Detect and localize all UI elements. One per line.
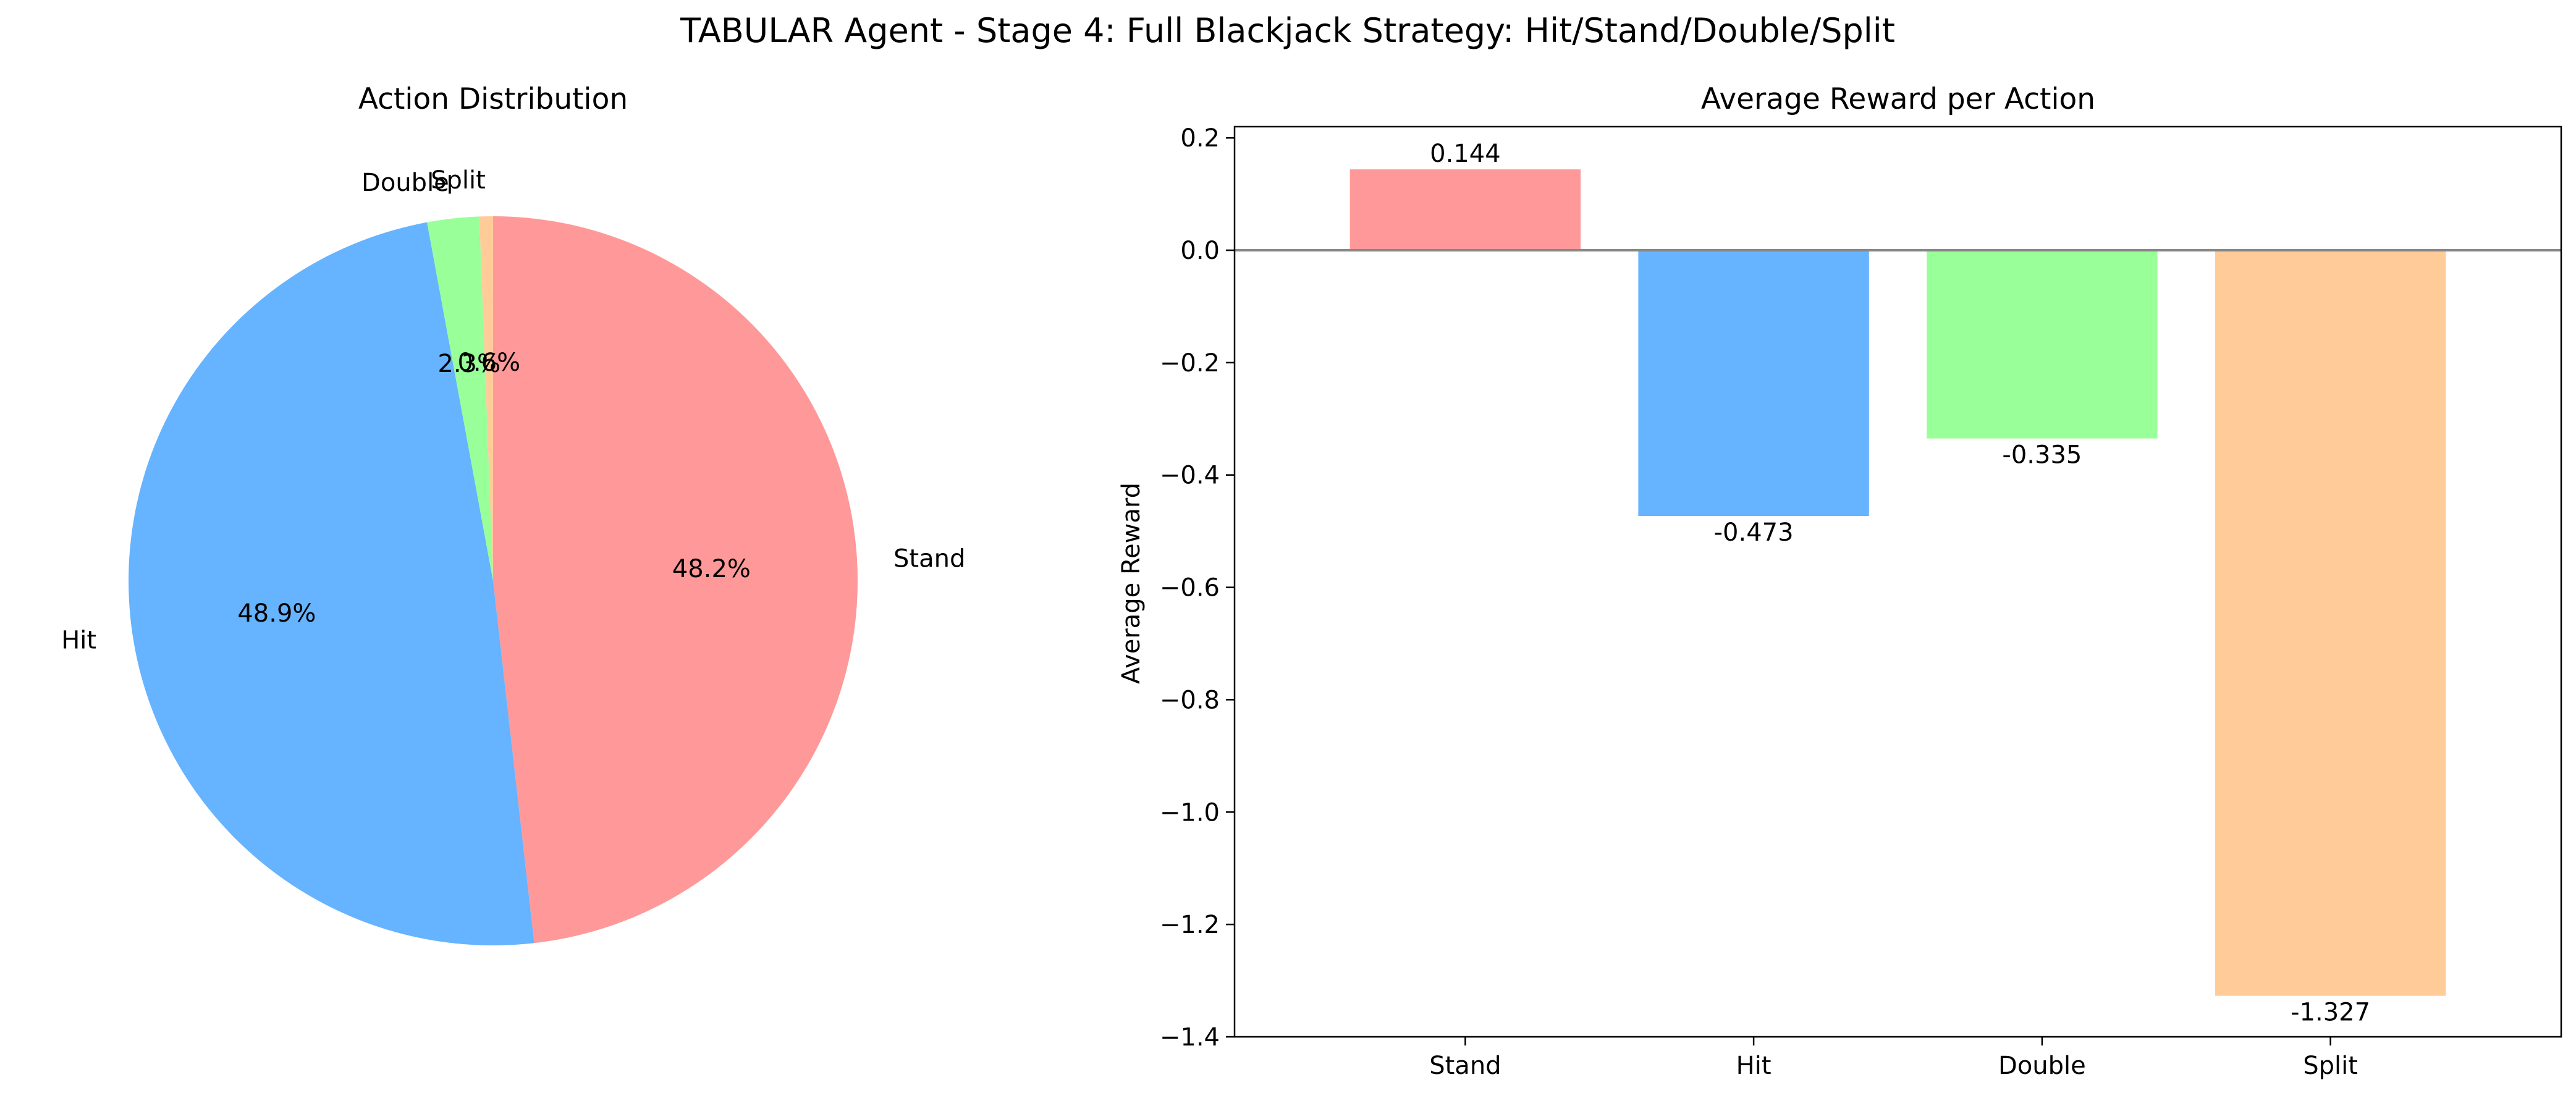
- y-tick-label: −0.8: [1160, 686, 1220, 714]
- bar-hit: [1638, 250, 1869, 517]
- y-tick-label: −1.4: [1160, 1023, 1220, 1052]
- bar-chart-title: Average Reward per Action: [1701, 82, 2095, 116]
- x-tick-label-hit: Hit: [1736, 1052, 1772, 1080]
- bar-axes: 0.2 0.0 −0.2 −0.4 −0.6 −0.8 −1.0 −1.2 −1.4 Stand H…: [1160, 124, 2562, 1080]
- bar-value-label-split: -1.327: [2291, 999, 2370, 1027]
- pie-label-stand: Stand: [893, 544, 965, 573]
- bar-value-label-stand: 0.144: [1430, 140, 1501, 168]
- pie-pct-double: 2.3%: [437, 350, 500, 378]
- pie-slice-split: [479, 216, 493, 581]
- bar-stand: [1349, 169, 1581, 250]
- y-tick-label: −0.2: [1160, 349, 1220, 378]
- bar-chart-y-axis-label: Average Reward: [1117, 483, 1146, 684]
- pie-pct-stand: 48.2%: [672, 555, 751, 583]
- bar-group: 0.144 -0.473 -0.335 -1.327: [1349, 140, 2446, 1027]
- bar-split: [2215, 250, 2446, 996]
- pie-label-split: Split: [431, 166, 486, 195]
- y-tick-label: −0.6: [1160, 574, 1220, 602]
- bar-chart: Average Reward per Action Average Reward…: [1117, 82, 2562, 1080]
- pie-chart-title: Action Distribution: [358, 82, 628, 116]
- bar-double: [1927, 250, 2158, 439]
- figure-suptitle: TABULAR Agent - Stage 4: Full Blackjack …: [680, 11, 1895, 50]
- pie-slice-hit: [129, 222, 534, 945]
- y-tick-label: 0.0: [1180, 237, 1220, 265]
- x-tick-label-stand: Stand: [1429, 1052, 1501, 1080]
- bar-value-label-hit: -0.473: [1714, 518, 1794, 547]
- y-tick-label: −1.2: [1160, 911, 1220, 939]
- pie-slice-double: [427, 216, 493, 581]
- pie-chart: Action Distribution Stand 48.2% Hit 48.9% Do…: [61, 82, 965, 945]
- y-tick-label: 0.2: [1180, 124, 1220, 153]
- pie-pct-split: 0.6%: [457, 348, 520, 377]
- bar-value-label-double: -0.335: [2002, 441, 2082, 470]
- y-tick-label: −1.0: [1160, 798, 1220, 827]
- y-tick-label: −0.4: [1160, 462, 1220, 490]
- pie-pct-hit: 48.9%: [237, 599, 316, 628]
- pie-label-hit: Hit: [61, 627, 96, 655]
- pie-slice-stand: [493, 216, 858, 944]
- pie-label-double: Double: [361, 169, 449, 197]
- pie-slices: [129, 216, 858, 945]
- pie-labels: Stand 48.2% Hit 48.9% Double 2.3% Split 0.6%: [61, 166, 965, 654]
- x-tick-label-split: Split: [2303, 1052, 2358, 1080]
- x-tick-label-double: Double: [1998, 1052, 2086, 1080]
- bar-plot-frame: [1233, 125, 2562, 1038]
